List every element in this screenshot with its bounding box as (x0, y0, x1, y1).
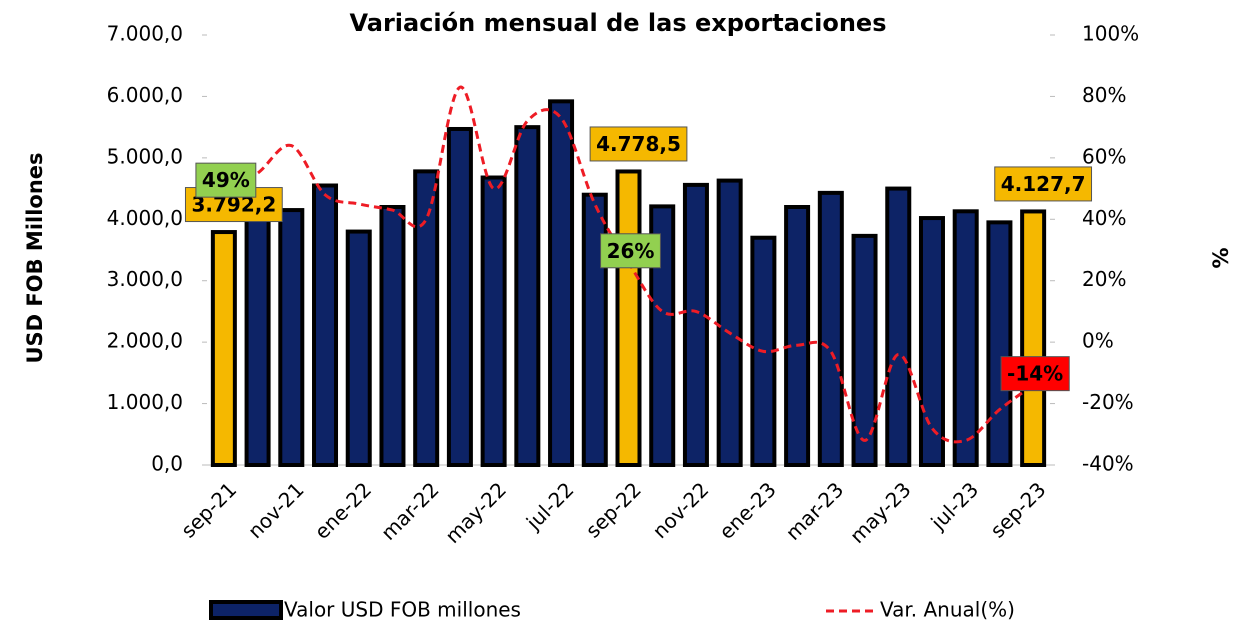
line (223, 85, 1035, 444)
y2-tick-label: 60% (1082, 144, 1126, 168)
x-tick-label: jul-23 (926, 477, 984, 535)
y2-tick-label: -20% (1082, 390, 1134, 414)
data-label-box (1000, 356, 1070, 392)
bar (244, 211, 271, 467)
y2-tick-label: 20% (1082, 267, 1126, 291)
x-tick-label: ene-22 (310, 477, 376, 543)
y-axis-label: USD FOB Millones (23, 152, 47, 363)
bar (345, 229, 372, 467)
bar (817, 190, 844, 467)
bar (480, 175, 507, 467)
y-tick-label: 4.000,0 (107, 206, 183, 230)
x-tick-label: ene-23 (714, 477, 780, 543)
bar (548, 99, 575, 467)
data-label: 4.127,7 (994, 166, 1093, 202)
bar (514, 125, 541, 468)
bar (446, 126, 473, 467)
data-label-text: 49% (202, 168, 250, 192)
bar (682, 182, 709, 467)
bar (851, 233, 878, 467)
legend-label: Var. Anual(%) (880, 598, 1015, 622)
data-label: -14% (1000, 356, 1070, 392)
y2-tick-label: 0% (1082, 329, 1114, 353)
y2-tick-label: -40% (1082, 452, 1134, 476)
x-tick-label: jul-22 (521, 477, 579, 535)
y-tick-label: 0,0 (151, 452, 183, 476)
x-tick-label: mar-23 (781, 477, 848, 544)
data-label-box (994, 166, 1093, 202)
bar (649, 204, 676, 467)
x-tick-label: sep-22 (581, 477, 646, 542)
x-tick-label: may-23 (845, 477, 916, 548)
x-tick-label: may-22 (440, 477, 511, 548)
data-label-box (600, 233, 661, 269)
chart-title: Variación mensual de las exportaciones (349, 9, 886, 37)
x-tick-label: sep-23 (985, 477, 1050, 542)
x-tick-label: mar-22 (376, 477, 443, 544)
bar (716, 178, 743, 467)
data-label: 26% (600, 233, 661, 269)
bar (312, 183, 339, 467)
data-label-text: 4.127,7 (1001, 172, 1086, 196)
bar (379, 205, 406, 467)
bar (918, 216, 945, 467)
bar (413, 169, 440, 467)
y-tick-label: 2.000,0 (107, 329, 183, 353)
data-label-text: 26% (607, 239, 655, 263)
bar (210, 230, 237, 467)
bar (784, 205, 811, 467)
bar (952, 209, 979, 467)
data-label-text: -14% (1007, 362, 1063, 386)
data-label-text: 4.778,5 (596, 132, 681, 156)
bar (885, 186, 912, 467)
data-label: 49% (195, 162, 257, 198)
y-tick-label: 6.000,0 (107, 83, 183, 107)
x-tick-label: nov-22 (648, 477, 714, 543)
y2-axis-label: % (1209, 247, 1233, 268)
y-tick-label: 1.000,0 (107, 390, 183, 414)
x-tick-label: nov-21 (243, 477, 309, 543)
y2-tick-label: 40% (1082, 206, 1126, 230)
legend-label: Valor USD FOB millones (284, 598, 521, 622)
bar (615, 169, 642, 468)
data-label-box (195, 162, 257, 198)
y-tick-label: 7.000,0 (107, 22, 183, 46)
bar (986, 220, 1013, 467)
x-tick-label: sep-21 (176, 477, 241, 542)
data-label: 4.778,5 (589, 126, 688, 162)
data-label-box (589, 126, 688, 162)
y-tick-label: 3.000,0 (107, 267, 183, 291)
legend-swatch (209, 600, 283, 620)
bar (278, 208, 305, 467)
y-tick-label: 5.000,0 (107, 144, 183, 168)
y2-tick-label: 100% (1082, 22, 1139, 46)
y2-tick-label: 80% (1082, 83, 1126, 107)
bar (1020, 209, 1047, 467)
